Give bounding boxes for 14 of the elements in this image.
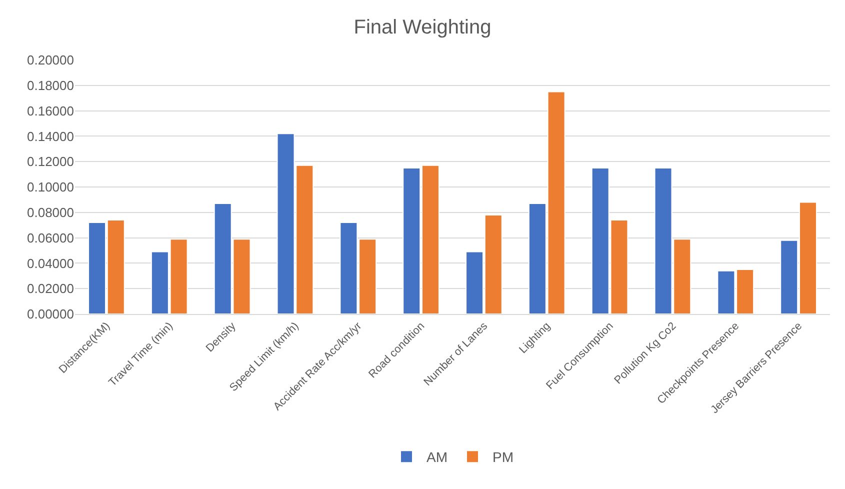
legend-label: AM [426,449,448,466]
y-tick-label: 0.08000 [27,204,74,220]
y-tick-label: 0.10000 [27,180,74,195]
y-tick-label: 0.06000 [27,230,74,246]
chart-title: Final Weighting [354,16,492,39]
y-tick-label: 0.14000 [27,128,74,144]
y-tick-label: 0.16000 [27,103,74,118]
y-tick-label: 0.20000 [27,52,74,68]
y-tick-label: 0.00000 [27,306,74,322]
y-tick-label: 0.04000 [27,256,74,271]
y-tick-label: 0.02000 [27,281,74,296]
y-tick-label: 0.18000 [27,78,74,93]
y-tick-label: 0.12000 [27,154,74,170]
legend-label: PM [492,449,514,466]
